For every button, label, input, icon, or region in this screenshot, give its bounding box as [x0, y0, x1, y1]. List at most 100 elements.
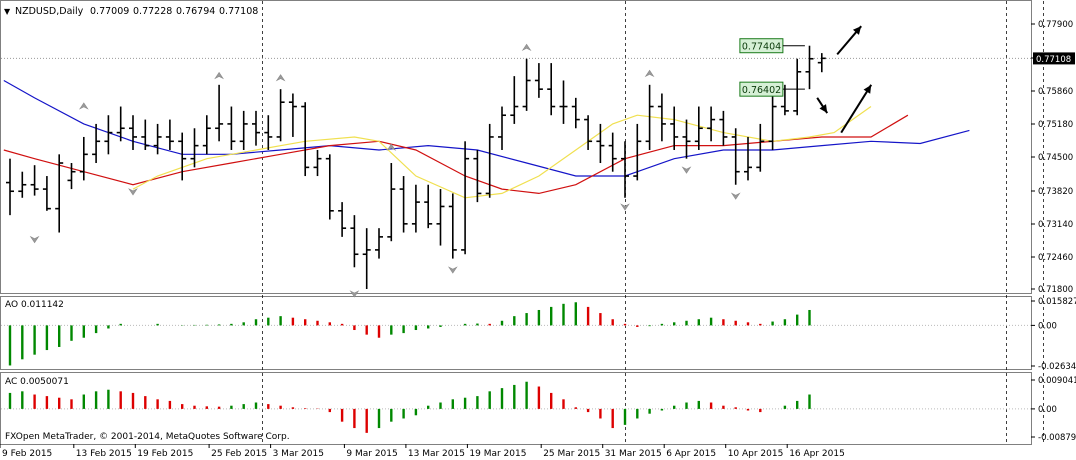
price-axis-label: 0.73820 [1038, 187, 1073, 197]
price-axis-label: 0.74500 [1038, 153, 1073, 163]
ohlc-bar [608, 132, 617, 172]
ohlc-bar [780, 84, 789, 116]
ohlc-bar [411, 184, 420, 233]
ohlc-bar [670, 106, 679, 150]
time-axis-label: 9 Mar 2015 [346, 449, 397, 459]
ohlc-bar [18, 171, 27, 198]
time-axis-label: 25 Mar 2015 [543, 449, 600, 459]
ohlc-bar [190, 128, 199, 168]
ohlc-bar [153, 123, 162, 155]
fractal-down-icon [730, 192, 741, 200]
ohlc-bar [55, 154, 64, 233]
copyright-text: FXOpen MetaTrader, © 2001-2014, MetaQuot… [5, 432, 290, 442]
fractal-up-icon [644, 69, 655, 78]
fractal-down-icon [29, 235, 40, 244]
price-axis-label: 0.72460 [1038, 253, 1073, 263]
low-value: 0.76794 [176, 6, 215, 17]
ohlc-bar [633, 123, 642, 181]
arrow-up-right-icon [863, 84, 872, 94]
ohlc-bar [129, 115, 137, 150]
fractal-up-icon [386, 143, 397, 151]
time-axis-label: 3 Mar 2015 [273, 449, 324, 459]
ohlc-bar [116, 106, 125, 142]
ohlc-bar [350, 215, 359, 268]
ohlc-bar [104, 115, 113, 155]
ohlc-bar [559, 80, 568, 124]
ao-axis-label: 0.015827 [1038, 297, 1076, 307]
ohlc-bar [338, 202, 347, 237]
ao-label: AO 0.011142 [5, 300, 64, 310]
ohlc-bar [30, 165, 39, 196]
ohlc-bar [252, 110, 260, 146]
ohlc-bar [731, 128, 740, 185]
price-axis-label: 0.73140 [1038, 220, 1073, 230]
fractal-down-icon [620, 203, 630, 211]
ohlc-bar [288, 93, 297, 137]
time-axis-label: 13 Mar 2015 [408, 449, 465, 459]
ohlc-bar [756, 123, 765, 172]
ohlc-bar [817, 53, 826, 73]
price-axis-label: 0.71800 [1038, 285, 1073, 295]
arrow-up-right-icon-shaft [840, 84, 873, 134]
price-axis-label: 0.77900 [1038, 20, 1073, 30]
fractal-up-icon [275, 74, 286, 82]
header-down-triangle: ▼ [4, 7, 11, 16]
ohlc-bar [805, 45, 814, 90]
ohlc-bar [239, 110, 248, 150]
price-panel-frame [0, 0, 1032, 294]
ohlc-bar [584, 115, 593, 150]
ohlc-bar [485, 123, 494, 198]
ohlc-bar [313, 149, 322, 177]
fractal-up-icon [78, 102, 89, 110]
ac-axis-label: 0.0090418 [1038, 376, 1076, 386]
ao-axis-label: 0.00 [1038, 321, 1057, 331]
ohlc-bar [276, 89, 285, 142]
ohlc-bar [682, 119, 691, 159]
fractal-down-icon [447, 266, 458, 274]
time-axis-label: 25 Feb 2015 [211, 449, 267, 459]
ohlc-bar [67, 163, 76, 190]
ohlc-bar [362, 228, 371, 289]
ohlc-bar [744, 136, 752, 181]
time-axis-label: 6 Apr 2015 [666, 449, 716, 459]
ohlc-bar [461, 141, 470, 255]
symbol-label: NZDUSD,Daily [15, 6, 84, 17]
time-axis-label: 13 Feb 2015 [76, 449, 132, 459]
fractal-markers [29, 43, 741, 298]
ohlc-bar [596, 123, 605, 164]
ohlc-bar [202, 115, 211, 155]
ohlc-bar [165, 119, 174, 150]
ohlc-bar [227, 106, 236, 150]
ohlc-bar [707, 106, 716, 142]
ohlc-bar [498, 106, 506, 150]
ohlc-bar [399, 176, 408, 233]
ohlc-bar [79, 136, 88, 181]
ohlc-bar [387, 163, 396, 242]
annotations: 0.77404 0.76402 [739, 25, 873, 134]
time-axis: 9 Feb 2015 13 Feb 2015 19 Feb 2015 25 Feb 2… [0, 444, 845, 459]
ohlc-bar [571, 97, 580, 129]
ohlc-bar [92, 123, 101, 164]
ohlc-bar [325, 154, 334, 220]
ohlc-bar [375, 228, 383, 259]
ohlc-bar [645, 84, 654, 150]
price-axis-label: 0.75180 [1038, 120, 1073, 130]
ohlc-bar [793, 58, 802, 116]
ao-axis-label: -0.026346 [1038, 362, 1076, 372]
ohlc-bar [178, 132, 187, 181]
current-price-box [1033, 52, 1075, 65]
ac-label: AC 0.0050071 [5, 377, 69, 387]
fractal-down-icon [128, 188, 138, 196]
ohlc-bar [424, 184, 433, 229]
ohlc-bar [473, 149, 482, 203]
ohlc-bar [264, 115, 273, 150]
ohlc-bar [621, 141, 629, 198]
ohlc-bar [547, 63, 556, 116]
ac-axis-label: -0.0087943 [1038, 433, 1076, 443]
time-axis-label: 31 Mar 2015 [605, 449, 662, 459]
ohlc-bar [448, 193, 457, 259]
ao-histogram [8, 302, 811, 366]
fractal-down-icon [681, 166, 692, 174]
fractal-up-icon [521, 43, 532, 52]
arrow-up-right-icon [852, 26, 862, 35]
